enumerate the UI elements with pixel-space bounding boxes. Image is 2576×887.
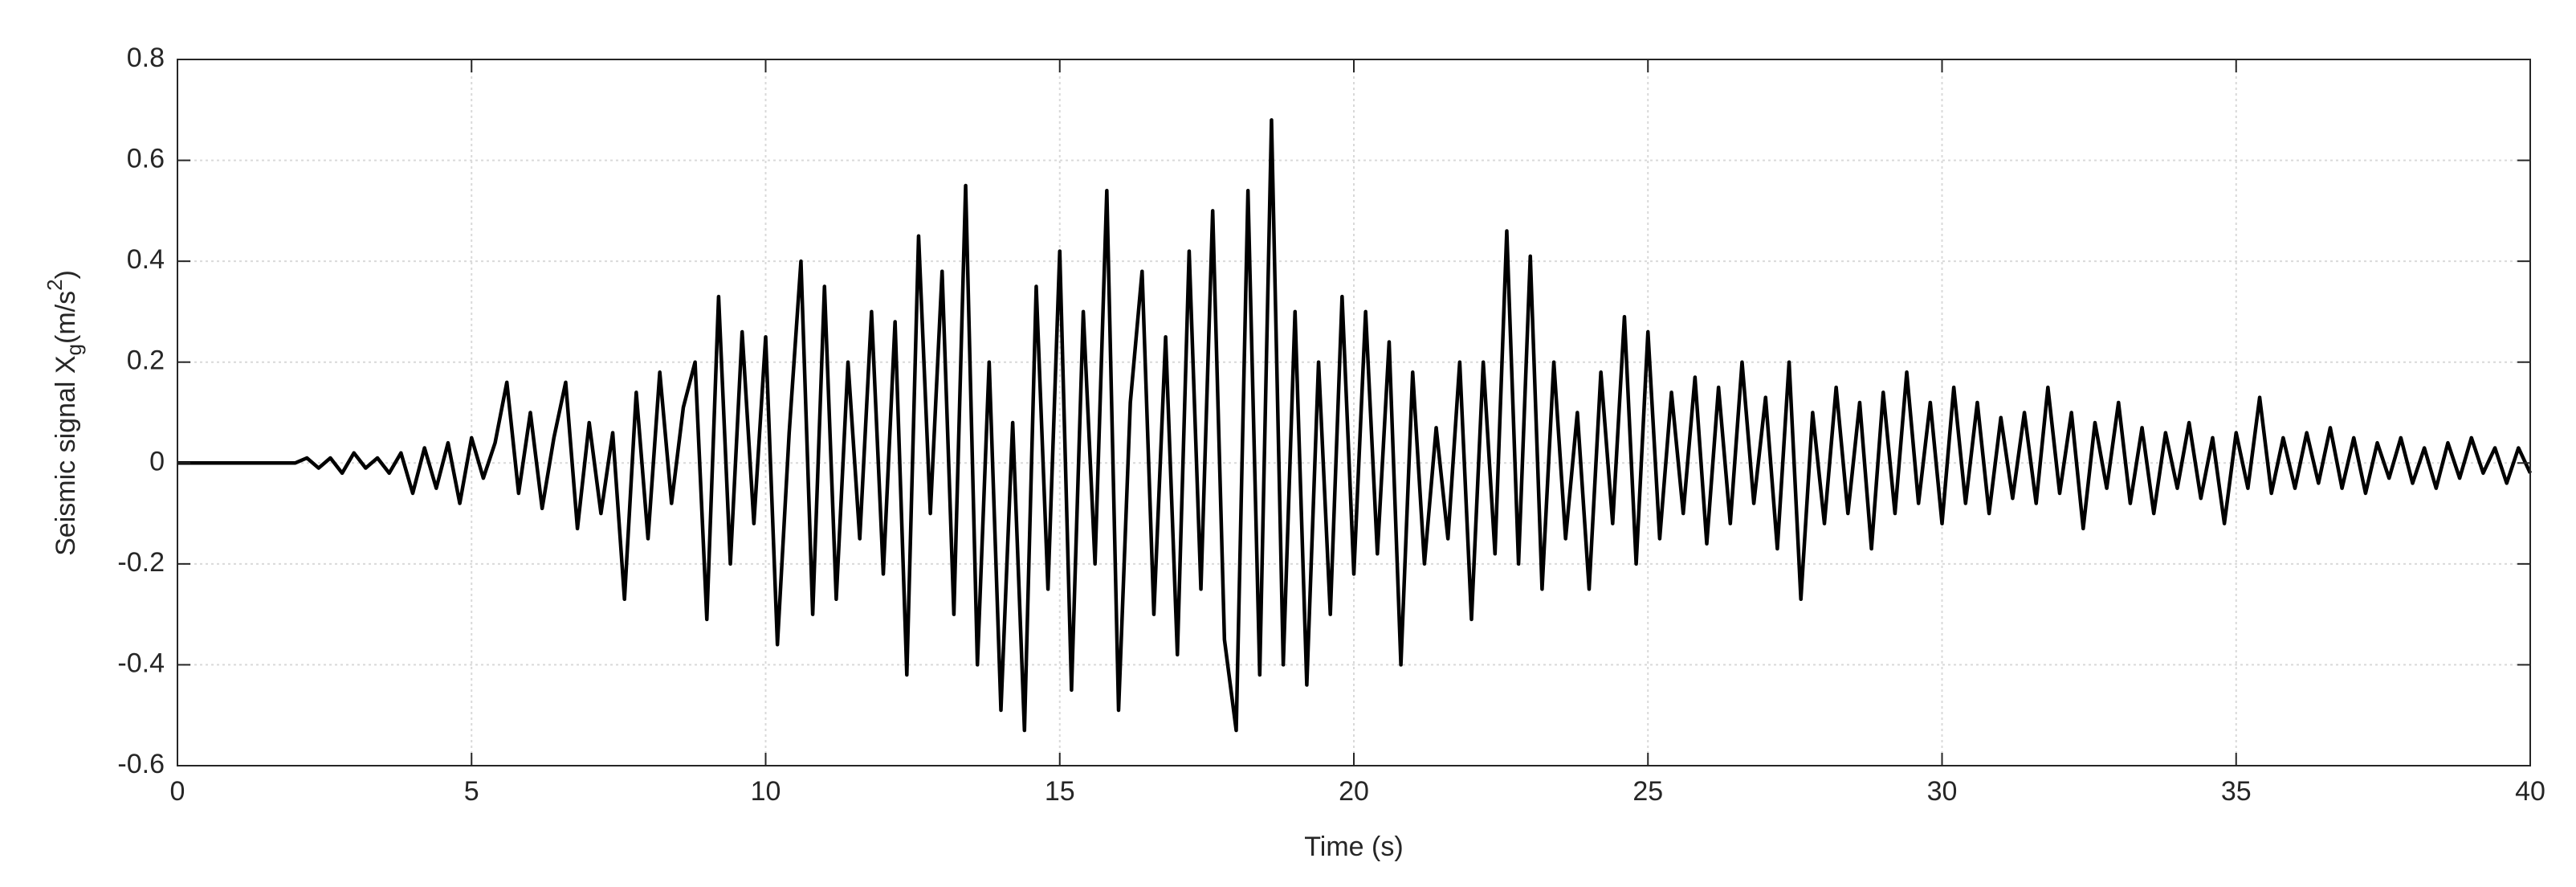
y-tick-label: 0.8 bbox=[127, 43, 165, 73]
x-tick-label: 15 bbox=[1045, 776, 1075, 807]
y-tick-label: -0.4 bbox=[117, 648, 165, 678]
y-tick-label: -0.6 bbox=[117, 749, 165, 779]
y-axis-label: Seismic signal Xg(m/s2) bbox=[43, 270, 86, 556]
ticks: 0 5 10 15 20 25 30 35 40 -0.6 -0.4 -0.2 0 0.2 0.4 0.6 0.… bbox=[117, 43, 2545, 807]
y-axis-label-end: ) bbox=[51, 270, 81, 279]
y-tick-label: 0 bbox=[149, 446, 165, 476]
y-axis-label-text: Seismic signal X bbox=[51, 355, 81, 555]
y-tick-label: 0.4 bbox=[127, 244, 165, 275]
x-tick-label: 35 bbox=[2221, 776, 2252, 807]
y-tick-label: 0.6 bbox=[127, 144, 165, 174]
signal-line bbox=[177, 118, 2533, 733]
x-tick-label: 30 bbox=[1927, 776, 1958, 807]
y-axis-label-unit: (m/s bbox=[51, 291, 81, 344]
plot-area bbox=[177, 118, 2533, 733]
y-axis-label-sup: 2 bbox=[43, 279, 67, 290]
x-tick-label: 5 bbox=[464, 776, 479, 807]
y-axis-label-sub: g bbox=[62, 344, 86, 355]
y-tick-label: -0.2 bbox=[117, 547, 165, 578]
y-tick-label: 0.2 bbox=[127, 345, 165, 376]
x-axis-label: Time (s) bbox=[1304, 832, 1403, 862]
x-tick-label: 20 bbox=[1339, 776, 1369, 807]
x-tick-label: 0 bbox=[170, 776, 185, 807]
x-tick-label: 40 bbox=[2515, 776, 2545, 807]
x-tick-label: 25 bbox=[1632, 776, 1663, 807]
x-tick-label: 10 bbox=[751, 776, 781, 807]
